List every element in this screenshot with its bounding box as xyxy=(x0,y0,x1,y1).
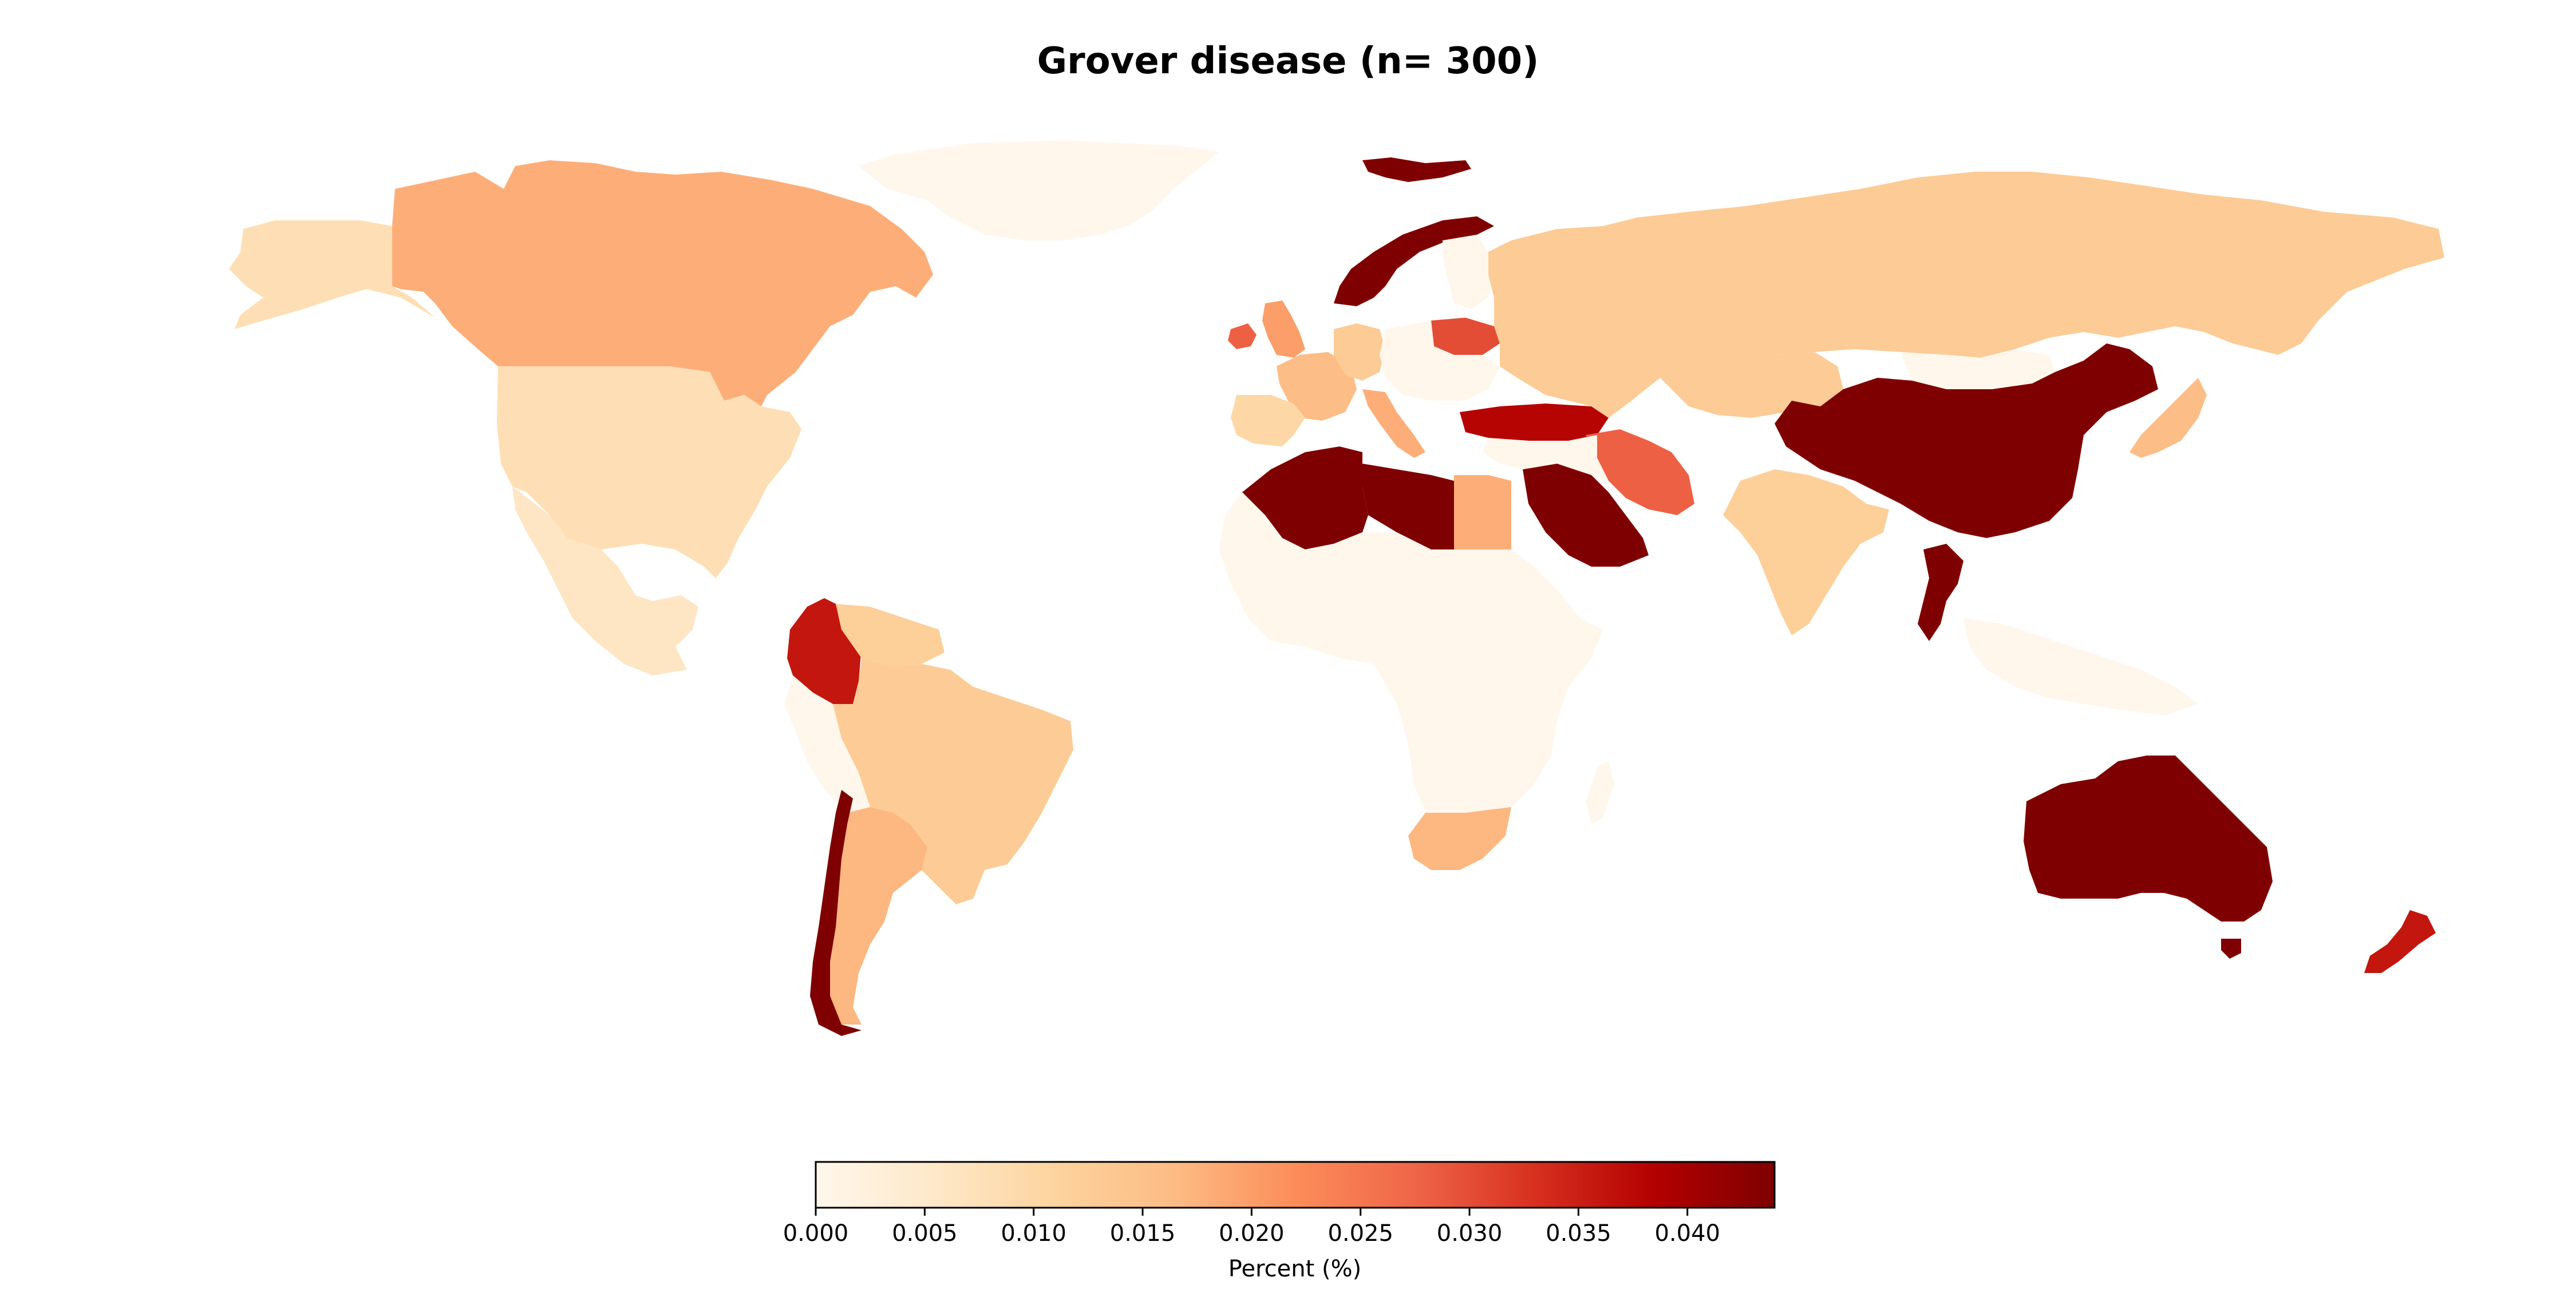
region-chile xyxy=(810,790,862,1036)
colorbar-label: Percent (%) xyxy=(1228,1256,1361,1282)
region-mexico xyxy=(512,487,698,675)
region-middle-east-other xyxy=(1483,435,1609,481)
region-greenland xyxy=(859,140,1219,240)
region-thailand xyxy=(1918,544,1963,641)
region-egypt xyxy=(1454,475,1511,549)
region-australia xyxy=(2024,756,2273,922)
region-canada xyxy=(392,160,933,406)
region-turkey xyxy=(1460,404,1609,441)
colorbar-tick-label: 0.005 xyxy=(892,1220,958,1247)
region-poland xyxy=(1431,318,1500,355)
region-kazakhstan xyxy=(1660,352,1843,418)
region-new-zealand xyxy=(2364,910,2436,973)
region-colombia xyxy=(787,598,862,704)
region-venezuela xyxy=(836,604,945,667)
region-saudi-arabia xyxy=(1523,464,1649,567)
region-uk xyxy=(1262,300,1305,358)
region-tasmania xyxy=(2221,939,2241,959)
colorbar-tick-label: 0.000 xyxy=(783,1220,849,1247)
region-svalbard xyxy=(1362,157,1471,182)
region-usa xyxy=(497,366,801,578)
region-india xyxy=(1723,469,1889,635)
region-finland xyxy=(1443,235,1494,309)
region-algeria xyxy=(1242,446,1368,549)
region-south-africa xyxy=(1408,807,1511,870)
land-layer xyxy=(229,140,2444,1036)
colorbar-tick-label: 0.020 xyxy=(1219,1220,1285,1247)
colorbar-ticks: 0.000 0.005 0.010 0.015 0.020 0.025 0.030 0.035… xyxy=(783,1208,1720,1247)
colorbar-tick-label: 0.025 xyxy=(1327,1220,1393,1247)
region-france xyxy=(1277,352,1357,421)
region-spain xyxy=(1231,395,1305,446)
colorbar: 0.000 0.005 0.010 0.015 0.020 0.025 0.030 0.035… xyxy=(783,1161,1776,1282)
region-alaska xyxy=(229,220,435,329)
region-peru xyxy=(784,675,870,813)
colorbar-tick-label: 0.015 xyxy=(1110,1220,1176,1247)
map-title: Grover disease (n= 300) xyxy=(1037,40,1539,82)
colorbar-tick-label: 0.035 xyxy=(1546,1220,1611,1247)
region-europe-other xyxy=(1380,321,1500,401)
region-mongolia xyxy=(1901,349,2055,389)
region-russia xyxy=(1488,172,2444,418)
region-iran xyxy=(1586,429,1694,515)
colorbar-tick-label: 0.010 xyxy=(1001,1220,1066,1247)
region-italy xyxy=(1362,389,1425,458)
colorbar-tick-label: 0.040 xyxy=(1654,1220,1720,1247)
region-argentina xyxy=(830,807,927,1025)
region-madagascar xyxy=(1586,761,1614,824)
colorbar-gradient xyxy=(815,1161,1776,1209)
region-germany xyxy=(1334,323,1385,381)
region-africa-other xyxy=(1219,492,1603,813)
region-japan xyxy=(2129,378,2207,458)
colorbar-tick-label: 0.030 xyxy=(1437,1220,1503,1247)
region-ireland xyxy=(1228,323,1257,349)
region-libya xyxy=(1362,464,1454,549)
region-brazil xyxy=(833,658,1073,904)
region-china xyxy=(1775,343,2158,538)
region-se-asia-other xyxy=(1963,618,2198,715)
